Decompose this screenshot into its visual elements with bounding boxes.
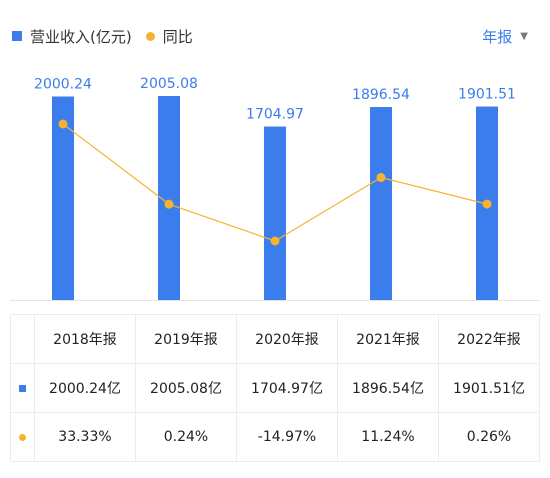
table-row-yoy: 33.33% 0.24% -14.97% 11.24% 0.26% (10, 412, 540, 462)
table-cell: 2005.08亿 (135, 363, 237, 413)
legend-yoy-label: 同比 (162, 27, 193, 46)
yoy-point (164, 199, 174, 209)
legend-revenue-label: 营业收入(亿元) (30, 27, 132, 46)
yoy-point (482, 199, 492, 209)
legend-revenue-swatch (12, 31, 22, 41)
table-cell: 0.24% (135, 412, 237, 462)
yoy-point (270, 236, 280, 246)
bar-value-label: 2000.24 (34, 76, 92, 92)
table-header: 2018年报 (34, 314, 136, 364)
chart-legend: 营业收入(亿元) 同比 (12, 24, 193, 48)
table-cell: 2000.24亿 (34, 363, 136, 413)
table-cell: 0.26% (438, 412, 540, 462)
revenue-bar (264, 126, 286, 300)
table-header: 2020年报 (236, 314, 338, 364)
table-cell: 11.24% (337, 412, 439, 462)
period-selector-label: 年报 (482, 27, 513, 46)
table-cell: 33.33% (34, 412, 136, 462)
chevron-down-icon: ▼ (520, 30, 528, 42)
yoy-point (376, 173, 386, 183)
period-selector[interactable]: 年报 ▼ (482, 24, 528, 48)
revenue-bar (158, 96, 180, 300)
table-header-row: 2018年报 2019年报 2020年报 2021年报 2022年报 (10, 314, 540, 364)
revenue-bar (370, 107, 392, 300)
yoy-point (58, 119, 68, 129)
row-marker-cell (10, 412, 35, 462)
revenue-marker-icon (19, 385, 26, 392)
row-marker-cell (10, 363, 35, 413)
bar-value-label: 1901.51 (458, 87, 516, 103)
bar-value-label: 2005.08 (140, 76, 198, 92)
table-header: 2019年报 (135, 314, 237, 364)
revenue-bar (52, 96, 74, 300)
bar-value-label: 1704.97 (246, 107, 304, 123)
table-cell: -14.97% (236, 412, 338, 462)
revenue-chart: 2000.24 2005.08 1704.97 1896.54 1901.51 (10, 76, 540, 301)
data-table: 2018年报 2019年报 2020年报 2021年报 2022年报 2000.… (10, 314, 540, 462)
table-cell: 1704.97亿 (236, 363, 338, 413)
table-cell: 1901.51亿 (438, 363, 540, 413)
table-header: 2021年报 (337, 314, 439, 364)
bar-value-label: 1896.54 (352, 87, 410, 103)
table-header: 2022年报 (438, 314, 540, 364)
table-row-revenue: 2000.24亿 2005.08亿 1704.97亿 1896.54亿 1901… (10, 363, 540, 413)
table-cell: 1896.54亿 (337, 363, 439, 413)
yoy-marker-icon (19, 434, 26, 441)
legend-yoy-swatch (145, 31, 155, 41)
table-corner-cell (10, 314, 35, 364)
